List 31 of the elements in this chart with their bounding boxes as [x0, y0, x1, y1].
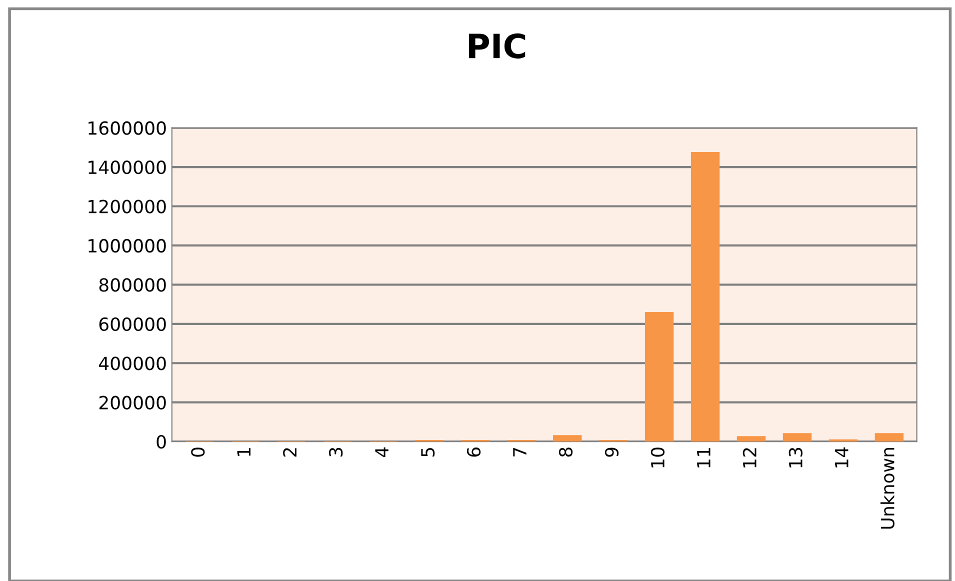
x-tick-label: 10 — [650, 448, 665, 468]
x-tick-label: 2 — [283, 448, 296, 457]
y-tick-label: 400000 — [98, 356, 166, 370]
x-tick-label: 11 — [697, 448, 710, 468]
bar — [644, 312, 674, 442]
y-tick-label: 1200000 — [88, 200, 166, 214]
y-tick-label: 600000 — [99, 317, 166, 332]
x-tick-label: 14 — [835, 447, 848, 468]
x-tick-label: Unknown — [880, 448, 894, 529]
bar — [552, 435, 582, 442]
y-tick-label: 1000000 — [88, 238, 166, 253]
y-tick-label: 800000 — [99, 278, 166, 292]
y-tick-label: 200000 — [99, 396, 166, 410]
bar — [736, 436, 766, 442]
y-tick-label: 1400000 — [88, 160, 166, 174]
x-tick-label: 0 — [191, 448, 205, 457]
bar — [782, 433, 812, 442]
x-tick-label: 7 — [513, 448, 526, 456]
x-tick-label: 1 — [237, 448, 250, 456]
chart-title: PIC — [469, 33, 526, 59]
x-tick-label: 9 — [604, 448, 619, 457]
x-tick-label: 12 — [742, 448, 756, 468]
x-tick-label: 13 — [788, 448, 802, 468]
y-tick-label: 1600000 — [88, 121, 166, 135]
x-tick-label: 4 — [375, 447, 388, 458]
x-tick-label: 6 — [466, 448, 481, 457]
x-tick-label: 5 — [421, 448, 435, 457]
bar — [874, 433, 904, 442]
bar — [690, 152, 720, 442]
x-tick-label: 8 — [558, 448, 573, 457]
x-tick-label: 3 — [329, 448, 343, 457]
